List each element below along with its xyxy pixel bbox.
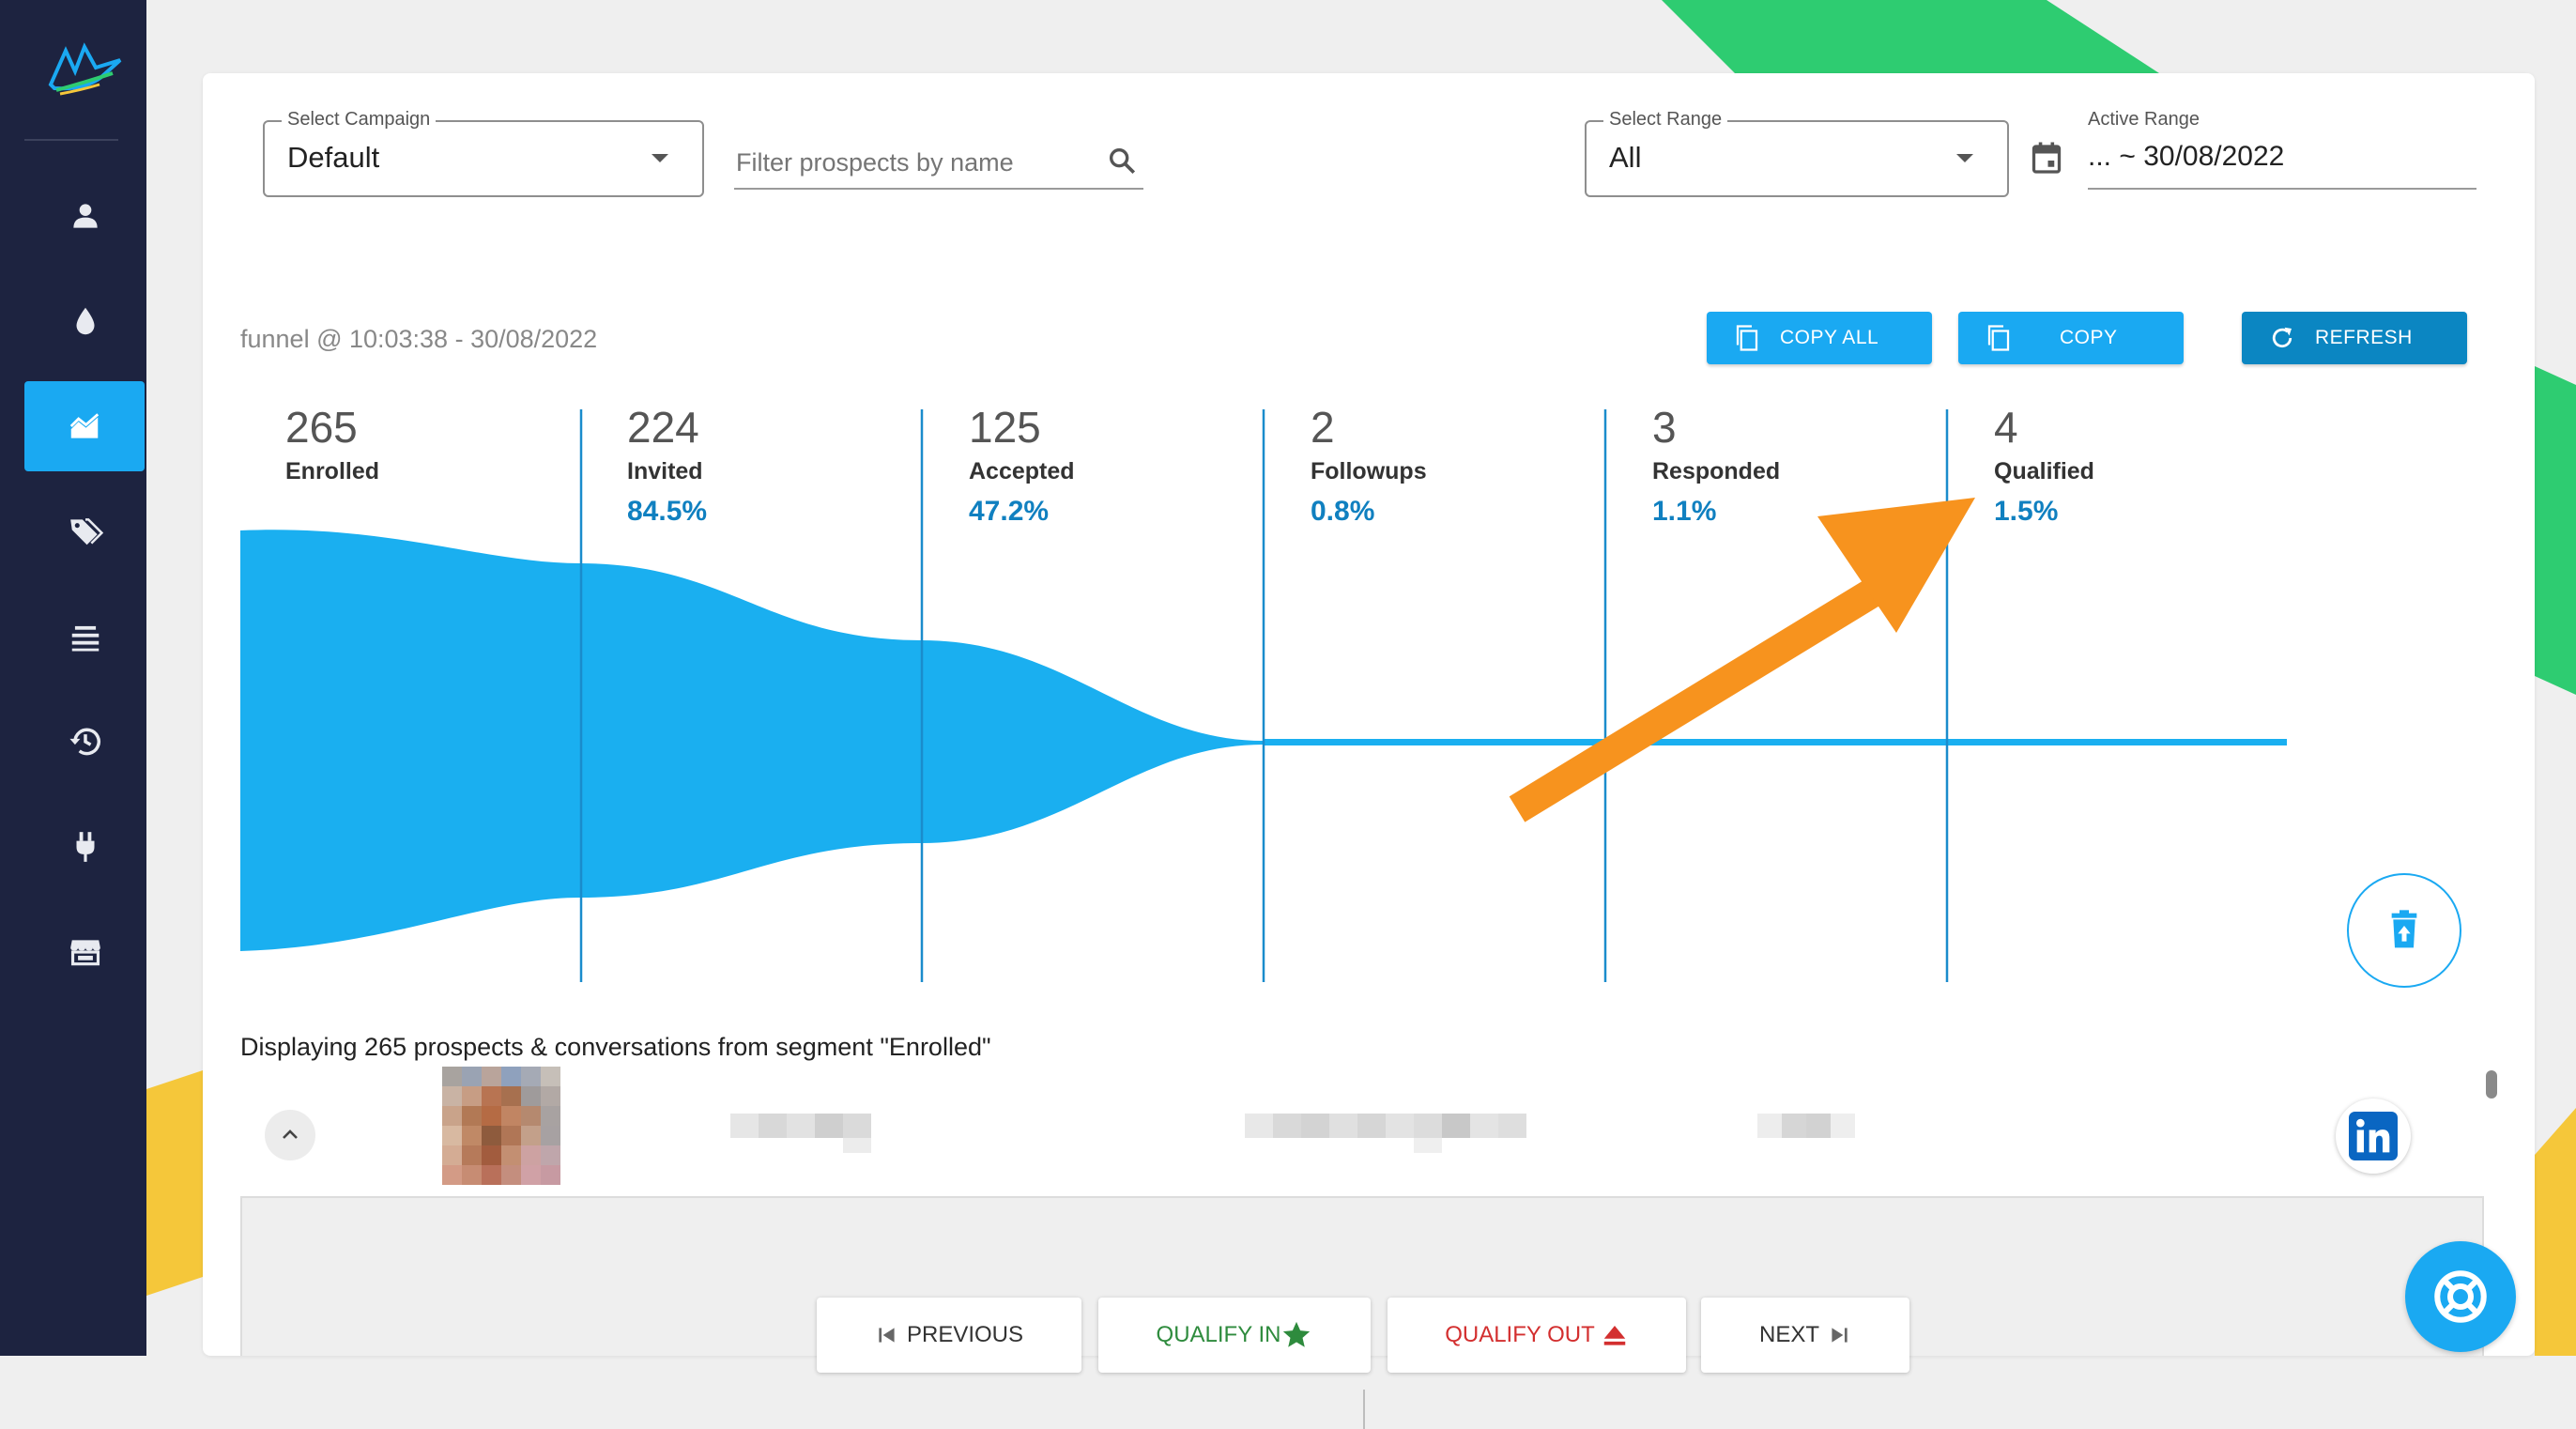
sidebar-item-store[interactable] bbox=[24, 907, 146, 997]
stage-pct-invited: 84.5% bbox=[627, 496, 708, 527]
campaign-select[interactable]: Select Campaign Default bbox=[263, 109, 704, 197]
copy-label: COPY bbox=[2060, 327, 2118, 348]
next-label: NEXT bbox=[1758, 1322, 1819, 1347]
sidebar-item-history[interactable] bbox=[24, 697, 146, 787]
next-button[interactable]: NEXT bbox=[1701, 1298, 1909, 1373]
panel-divider bbox=[1363, 1390, 1365, 1429]
stage-pct-followups: 0.8% bbox=[1311, 496, 1375, 527]
refresh-icon bbox=[2272, 327, 2292, 348]
funnel-area bbox=[240, 530, 2287, 951]
sidebar bbox=[0, 0, 146, 1356]
linkedin-icon bbox=[2349, 1112, 2398, 1160]
drop-icon bbox=[76, 307, 95, 335]
range-select-label: Select Range bbox=[1603, 109, 1728, 131]
tags-icon bbox=[70, 518, 103, 545]
sidebar-item-analytics[interactable] bbox=[24, 381, 145, 471]
calendar-icon[interactable] bbox=[2030, 139, 2063, 177]
qualify-out-button[interactable]: QUALIFY OUT bbox=[1388, 1298, 1686, 1373]
stage-pct-accepted: 47.2% bbox=[969, 496, 1050, 527]
stage-count-accepted: 125 bbox=[969, 403, 1041, 452]
chevron-down-icon bbox=[1956, 154, 1973, 162]
stage-pct-responded: 1.1% bbox=[1652, 496, 1717, 527]
logo-icon bbox=[48, 42, 122, 96]
copy-all-label: COPY ALL bbox=[1780, 327, 1879, 348]
copy-button[interactable]: COPY bbox=[1958, 312, 2184, 364]
eject-icon bbox=[1603, 1326, 1626, 1345]
stage-label-accepted: Accepted bbox=[969, 458, 1075, 484]
redacted-company bbox=[1245, 1114, 1526, 1153]
previous-label: PREVIOUS bbox=[906, 1322, 1024, 1347]
copy-icon bbox=[1736, 325, 1758, 351]
skip-previous-icon bbox=[879, 1328, 895, 1343]
skip-next-icon bbox=[1832, 1328, 1848, 1343]
refresh-label: REFRESH bbox=[2315, 327, 2413, 348]
sidebar-divider bbox=[24, 139, 118, 141]
stage-count-responded: 3 bbox=[1652, 403, 1677, 452]
stage-count-invited: 224 bbox=[627, 403, 699, 452]
scrollbar-thumb[interactable] bbox=[2486, 1070, 2497, 1099]
chart-icon bbox=[69, 413, 100, 438]
campaign-select-label: Select Campaign bbox=[282, 109, 437, 131]
linkedin-button[interactable] bbox=[2336, 1099, 2411, 1174]
stage-count-followups: 2 bbox=[1311, 403, 1335, 452]
qualify-in-button[interactable]: QUALIFY IN bbox=[1098, 1298, 1371, 1373]
sidebar-item-drip[interactable] bbox=[24, 276, 146, 366]
lifebuoy-icon bbox=[2434, 1270, 2487, 1323]
main-card: Select Campaign Default Select Range All… bbox=[203, 73, 2535, 1429]
user-icon bbox=[73, 204, 98, 228]
stage-label-enrolled: Enrolled bbox=[285, 458, 380, 484]
copy-all-button[interactable]: COPY ALL bbox=[1707, 312, 1932, 364]
search-icon[interactable] bbox=[1106, 145, 1138, 177]
collapse-button[interactable] bbox=[265, 1110, 315, 1160]
active-range-field[interactable]: Active Range ... ~ 30/08/2022 bbox=[2088, 109, 2476, 190]
search-input[interactable] bbox=[734, 141, 1095, 184]
funnel-caption: funnel @ 10:03:38 - 30/08/2022 bbox=[240, 325, 598, 353]
active-range-label: Active Range bbox=[2088, 109, 2200, 130]
copy-icon bbox=[1987, 325, 2010, 351]
history-icon bbox=[69, 728, 100, 756]
search-field bbox=[734, 135, 1143, 190]
active-range-value: ... ~ 30/08/2022 bbox=[2088, 141, 2285, 172]
annotation-arrow bbox=[1509, 498, 1975, 822]
background-decoration bbox=[146, 0, 2576, 1356]
list-icon bbox=[71, 625, 100, 652]
segment-description: Displaying 265 prospects & conversations… bbox=[240, 1033, 991, 1061]
chevron-up-icon bbox=[283, 1129, 298, 1139]
stage-label-qualified: Qualified bbox=[1994, 458, 2094, 484]
stage-label-followups: Followups bbox=[1311, 458, 1427, 484]
redacted-name bbox=[730, 1114, 871, 1153]
stage-label-invited: Invited bbox=[627, 458, 703, 484]
redacted-status bbox=[1757, 1114, 1855, 1138]
sidebar-item-lists[interactable] bbox=[24, 592, 146, 682]
help-button[interactable] bbox=[2405, 1241, 2516, 1352]
funnel-chart bbox=[240, 409, 2287, 982]
funnel-tail bbox=[1264, 739, 2287, 745]
trash-upload-icon bbox=[2391, 910, 2417, 948]
sidebar-item-prospects[interactable] bbox=[24, 171, 146, 261]
star-icon bbox=[1283, 1321, 1311, 1347]
stage-count-enrolled: 265 bbox=[285, 403, 358, 452]
qualify-out-label: QUALIFY OUT bbox=[1445, 1322, 1595, 1347]
range-select[interactable]: Select Range All bbox=[1585, 109, 2009, 197]
previous-button[interactable]: PREVIOUS bbox=[817, 1298, 1081, 1373]
stage-count-qualified: 4 bbox=[1994, 403, 2018, 452]
campaign-select-value: Default bbox=[287, 141, 380, 174]
avatar bbox=[442, 1067, 560, 1185]
qualify-in-label: QUALIFY IN bbox=[1156, 1322, 1281, 1347]
export-button[interactable] bbox=[2347, 873, 2461, 988]
sidebar-item-tags[interactable] bbox=[24, 486, 146, 576]
plug-icon bbox=[76, 832, 95, 862]
stage-pct-qualified: 1.5% bbox=[1994, 496, 2059, 527]
refresh-button[interactable]: REFRESH bbox=[2242, 312, 2467, 364]
range-select-value: All bbox=[1609, 141, 1642, 174]
store-icon bbox=[70, 940, 100, 966]
chevron-down-icon bbox=[652, 154, 668, 162]
sidebar-item-integrations[interactable] bbox=[24, 802, 146, 892]
stage-label-responded: Responded bbox=[1652, 458, 1781, 484]
